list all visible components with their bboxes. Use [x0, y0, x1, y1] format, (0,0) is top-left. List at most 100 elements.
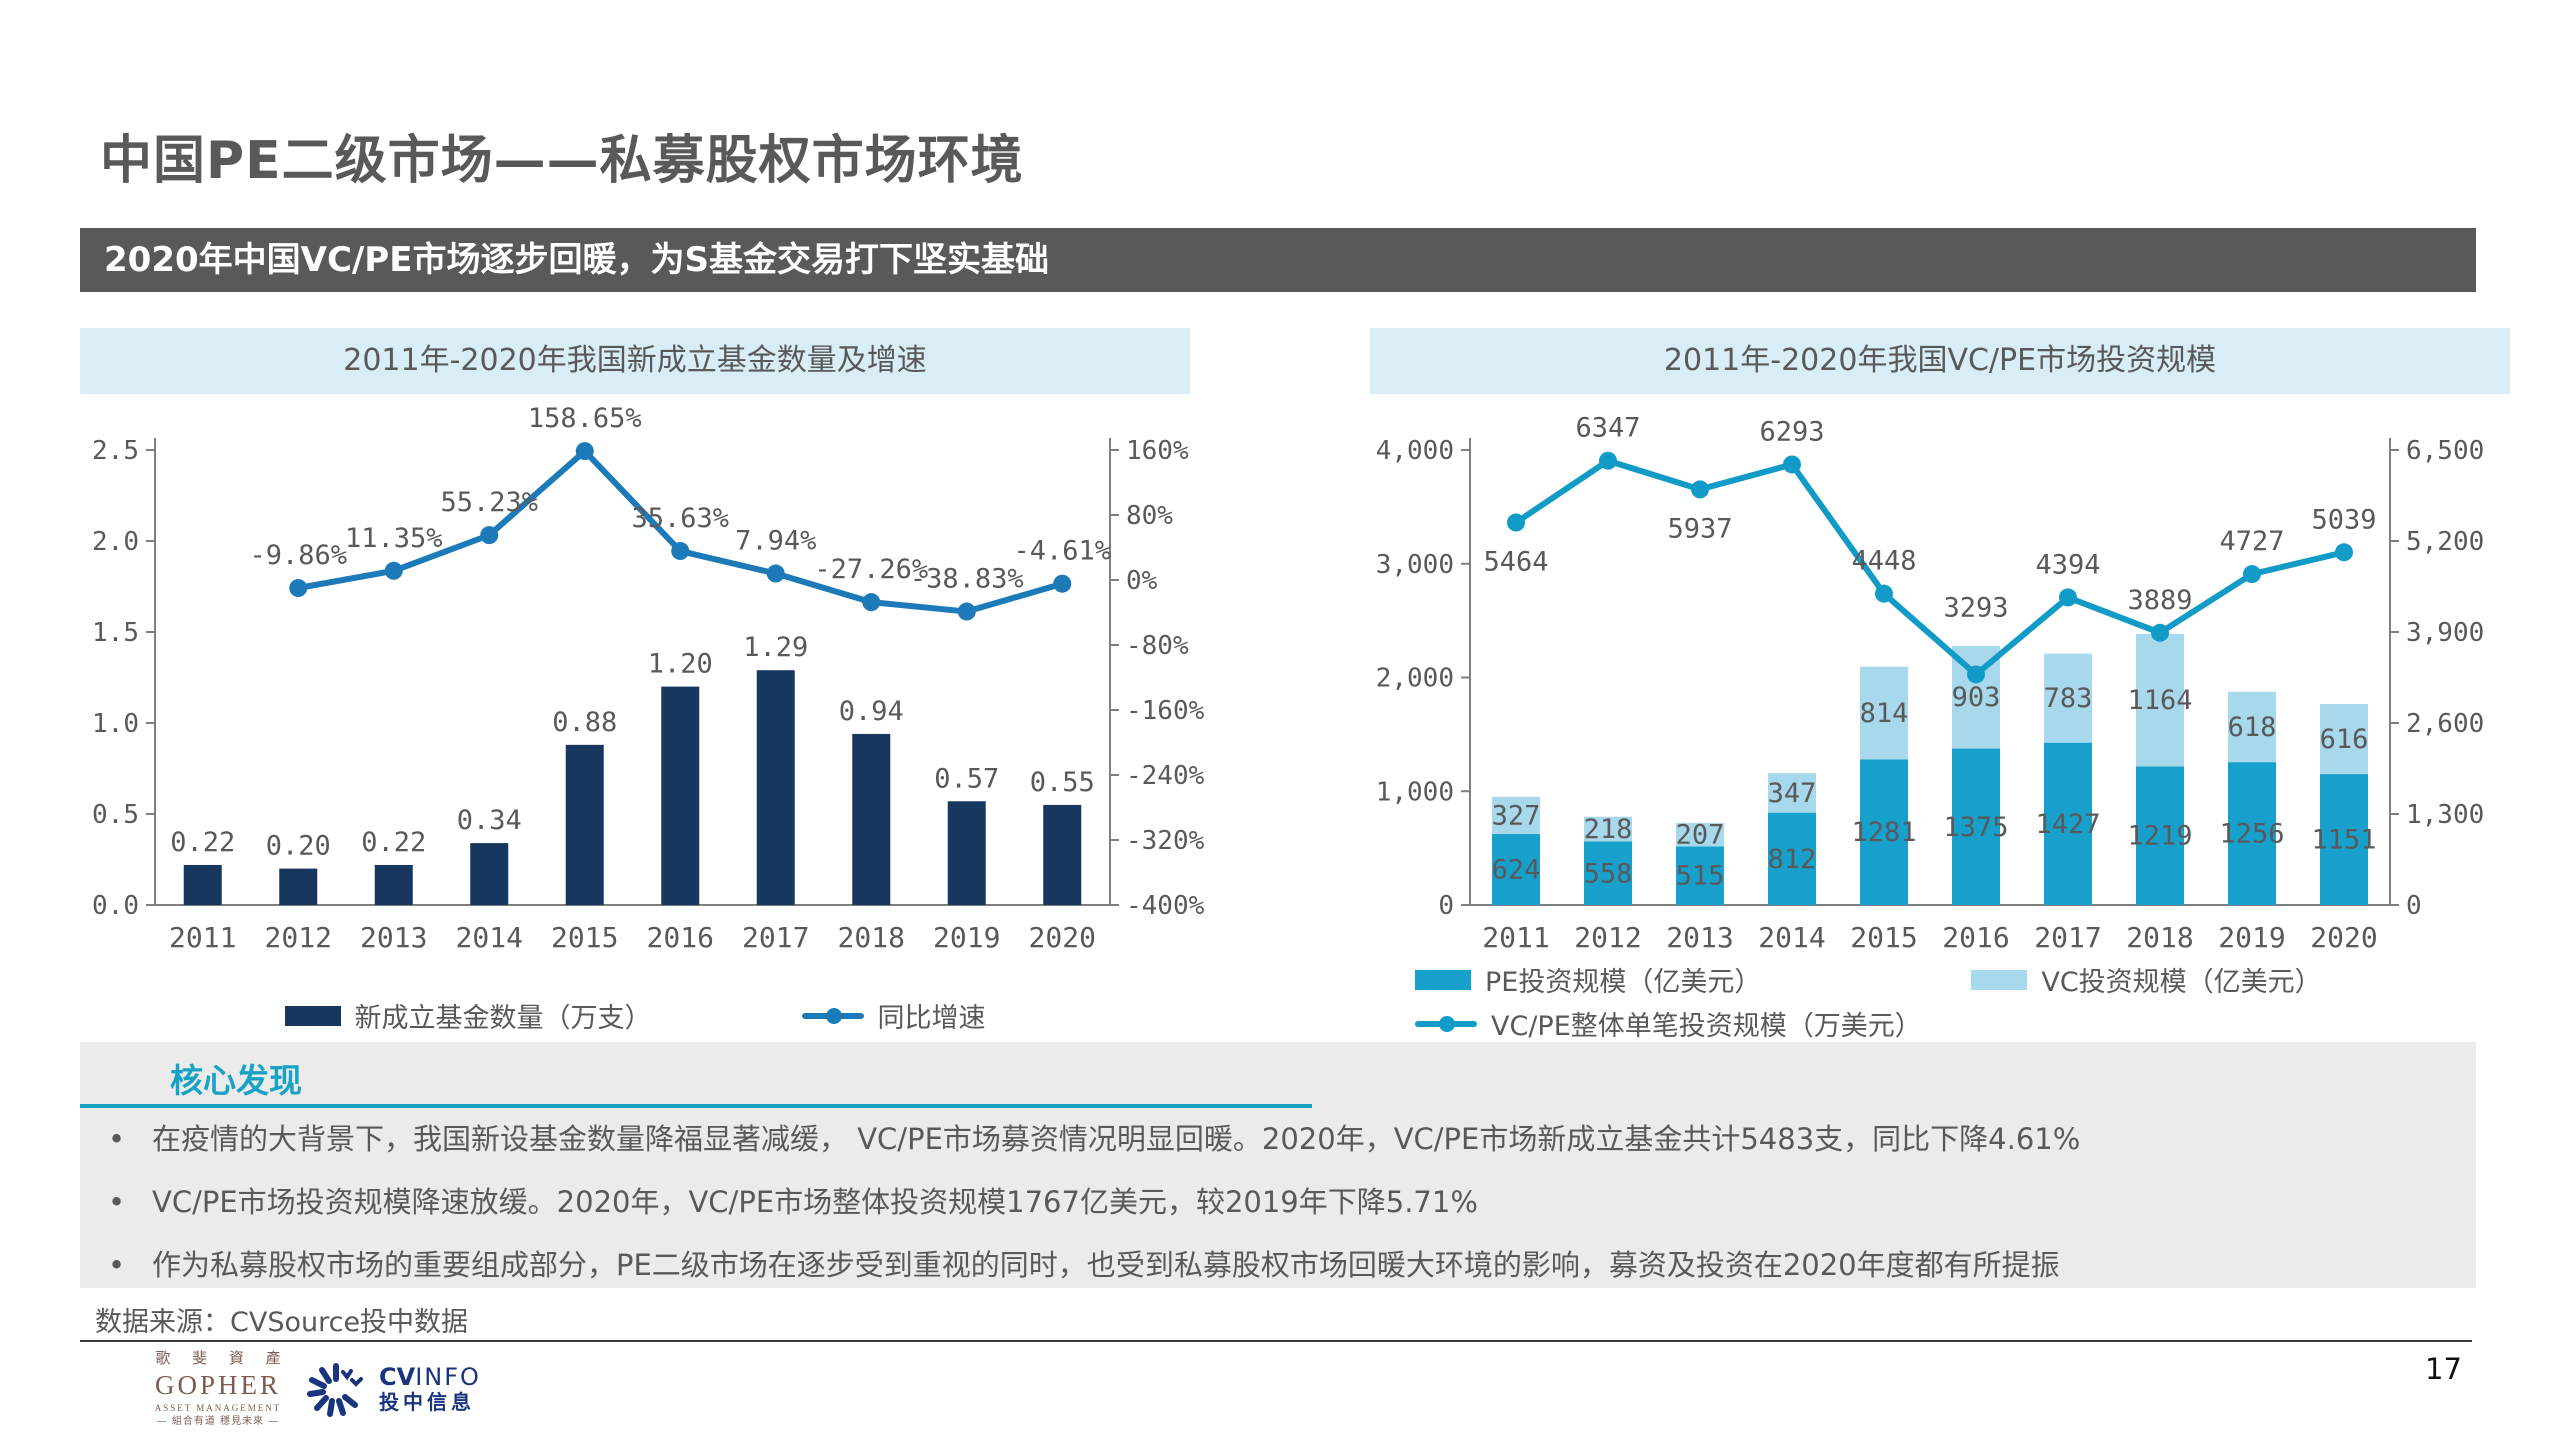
finding-bullet-2: VC/PE市场投资规模降速放缓。2020年，VC/PE市场整体投资规模1767亿… [108, 1185, 2448, 1220]
svg-text:1,300: 1,300 [2406, 800, 2484, 830]
legend-label: 同比增速 [877, 1003, 986, 1034]
svg-text:347: 347 [1768, 778, 1817, 809]
svg-text:1,000: 1,000 [1376, 777, 1454, 807]
gopher-subtitle: ASSET MANAGEMENT [154, 1402, 282, 1413]
svg-text:1.5: 1.5 [92, 618, 139, 648]
left-chart-title: 2011年-2020年我国新成立基金数量及增速 [80, 328, 1190, 394]
svg-text:2,600: 2,600 [2406, 709, 2484, 739]
svg-text:7.94%: 7.94% [735, 526, 816, 557]
cvinfo-text: CVINFO 投中信息 [379, 1362, 481, 1415]
svg-text:903: 903 [1952, 682, 2001, 713]
svg-text:0: 0 [2406, 891, 2422, 921]
legend-item-avg-deal-size: VC/PE整体单笔投资规模（万美元） [1415, 1004, 1922, 1043]
svg-text:-9.86%: -9.86% [249, 540, 347, 571]
svg-text:0%: 0% [1126, 566, 1158, 596]
svg-text:0.34: 0.34 [457, 805, 522, 836]
svg-text:1219: 1219 [2127, 821, 2192, 852]
svg-text:0.22: 0.22 [170, 827, 235, 858]
svg-text:0.55: 0.55 [1030, 767, 1095, 798]
left-chart-panel: 2011年-2020年我国新成立基金数量及增速 [80, 328, 1190, 394]
svg-text:1.0: 1.0 [92, 709, 139, 739]
svg-text:-4.61%: -4.61% [1013, 536, 1111, 567]
svg-text:6,500: 6,500 [2406, 436, 2484, 466]
svg-text:1164: 1164 [2127, 685, 2192, 716]
page-number: 17 [2425, 1352, 2462, 1386]
svg-text:6293: 6293 [1759, 416, 1824, 447]
svg-text:80%: 80% [1126, 501, 1173, 531]
svg-text:1151: 1151 [2311, 825, 2376, 856]
gopher-logo: 歌 斐 資 產 GOPHER ASSET MANAGEMENT — 組合有道 穩… [138, 1350, 298, 1428]
svg-text:2020: 2020 [2310, 921, 2377, 954]
gopher-cn-name: 歌 斐 資 產 [155, 1351, 290, 1367]
cvinfo-brand-info: INFO [415, 1362, 481, 1391]
data-source-note: 数据来源：CVSource投中数据 [95, 1307, 469, 1338]
legend-label: VC投资规模（亿美元） [2041, 967, 2322, 998]
svg-text:4448: 4448 [1851, 546, 1916, 577]
svg-text:158.65%: 158.65% [528, 403, 642, 434]
svg-text:0.88: 0.88 [552, 707, 617, 738]
svg-text:2.0: 2.0 [92, 527, 139, 557]
svg-text:327: 327 [1492, 800, 1541, 831]
key-findings-list: 在疫情的大背景下，我国新设基金数量降福显著减缓， VC/PE市场募资情况明显回暖… [108, 1122, 2448, 1311]
svg-text:624: 624 [1492, 855, 1541, 886]
key-findings-box [80, 1042, 2476, 1288]
svg-text:-80%: -80% [1126, 631, 1189, 661]
svg-text:5,200: 5,200 [2406, 527, 2484, 557]
svg-text:2017: 2017 [2034, 921, 2101, 954]
svg-text:2.5: 2.5 [92, 436, 139, 466]
svg-text:783: 783 [2044, 683, 2093, 714]
svg-text:2020: 2020 [1029, 921, 1096, 954]
svg-text:-160%: -160% [1126, 696, 1205, 726]
svg-text:-400%: -400% [1126, 891, 1205, 921]
svg-text:2012: 2012 [265, 921, 332, 954]
legend-item-vc-scale: VC投资规模（亿美元） [1971, 960, 2322, 999]
svg-text:5937: 5937 [1667, 513, 1732, 544]
svg-text:55.23%: 55.23% [440, 487, 538, 518]
avg-deal-size-swatch [1415, 1015, 1477, 1032]
svg-text:2019: 2019 [933, 921, 1000, 954]
key-findings-title: 核心发现 [170, 1061, 302, 1100]
svg-text:616: 616 [2320, 724, 2369, 755]
svg-text:1281: 1281 [1851, 817, 1916, 848]
key-findings-underline [80, 1104, 1312, 1108]
svg-text:2016: 2016 [1942, 921, 2009, 954]
svg-text:1.20: 1.20 [648, 649, 713, 680]
gopher-en-name: GOPHER [154, 1369, 281, 1400]
svg-text:2013: 2013 [1666, 921, 1733, 954]
svg-text:-38.83%: -38.83% [910, 564, 1024, 595]
right-chart-legend-row2: VC/PE整体单笔投资规模（万美元） [1370, 1004, 2510, 1043]
svg-text:5464: 5464 [1483, 547, 1548, 578]
svg-text:2019: 2019 [2218, 921, 2285, 954]
cvinfo-brand-cv: CV [379, 1362, 416, 1391]
svg-text:218: 218 [1584, 814, 1633, 845]
legend-label: VC/PE整体单笔投资规模（万美元） [1491, 1011, 1922, 1042]
svg-text:4727: 4727 [2219, 526, 2284, 557]
svg-text:1.29: 1.29 [743, 632, 808, 663]
svg-text:11.35%: 11.35% [345, 523, 443, 554]
new-funds-swatch [284, 1005, 341, 1026]
legend-label: 新成立基金数量（万支） [354, 1003, 652, 1034]
svg-text:-27.26%: -27.26% [814, 554, 928, 585]
svg-text:3293: 3293 [1943, 592, 2008, 623]
svg-text:2018: 2018 [2126, 921, 2193, 954]
left-chart-legend: 新成立基金数量（万支） 同比增速 [80, 996, 1190, 1035]
finding-bullet-1: 在疫情的大背景下，我国新设基金数量降福显著减缓， VC/PE市场募资情况明显回暖… [108, 1122, 2448, 1157]
svg-text:0.57: 0.57 [934, 763, 999, 794]
svg-text:3889: 3889 [2127, 585, 2192, 616]
svg-text:0: 0 [1438, 891, 1454, 921]
investment-scale-combo-chart: 0 1,000 2,000 3,000 4,000 0 1,300 2,600 3,900 5,2… [1376, 413, 2485, 954]
cvinfo-brand: CVINFO [379, 1362, 481, 1392]
svg-text:1375: 1375 [1943, 812, 2008, 843]
cvinfo-subtitle: 投中信息 [379, 1390, 475, 1415]
svg-text:160%: 160% [1126, 436, 1189, 466]
svg-text:0.0: 0.0 [92, 891, 139, 921]
svg-text:5039: 5039 [2311, 504, 2376, 535]
right-chart-legend-row1: PE投资规模（亿美元） VC投资规模（亿美元） [1370, 960, 2510, 999]
line-dot [825, 1007, 842, 1024]
svg-text:4394: 4394 [2035, 549, 2100, 580]
svg-text:2018: 2018 [838, 921, 905, 954]
cvinfo-logo: CVINFO 投中信息 [305, 1358, 481, 1420]
footer-divider [80, 1340, 2472, 1342]
line-dot [1439, 1015, 1455, 1032]
